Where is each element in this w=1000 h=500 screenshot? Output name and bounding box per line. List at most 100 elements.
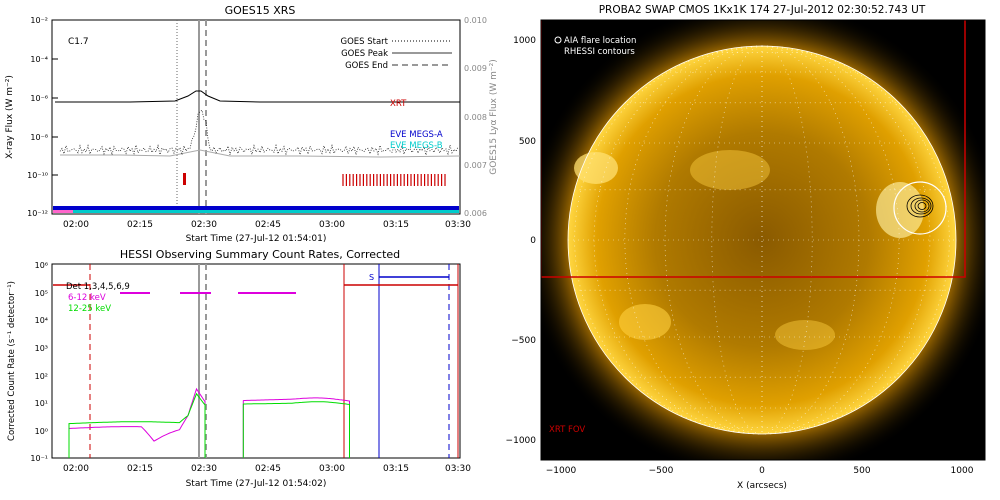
goes-xlabel: Start Time (27-Jul-12 01:54:01) xyxy=(186,234,327,244)
swap-yticks: 1000 500 0 −500 −1000 xyxy=(506,36,537,446)
hessi-s-label: S xyxy=(369,273,374,282)
swap-xticks: −1000 −500 0 500 1000 xyxy=(546,466,974,476)
swap-xtick: −500 xyxy=(649,466,674,476)
hessi-ytick: 10² xyxy=(35,372,48,381)
hessi-xticks: 02:00 02:15 02:30 02:45 03:00 03:15 03:3… xyxy=(63,464,471,474)
goes-y2ticks: 0.010 0.009 0.008 0.007 0.006 xyxy=(464,16,487,218)
hessi-ylabel: Corrected Count Rate (s⁻¹ detector⁻¹) xyxy=(7,281,17,441)
goes-xtick: 02:30 xyxy=(191,220,217,230)
goes-plot-frame xyxy=(51,19,461,215)
active-region xyxy=(690,150,770,190)
goes-xrt-series xyxy=(55,90,460,103)
hessi-ytick: 10⁵ xyxy=(35,289,48,298)
goes-xrt-label: XRT xyxy=(390,99,407,109)
hessi-legend: Det 1,3,4,5,6,9 6-12 keV 12-25 keV xyxy=(66,282,130,314)
hessi-xtick: 03:00 xyxy=(319,464,345,474)
goes-eve-b-band xyxy=(53,210,459,213)
goes-eve-a-band xyxy=(53,206,459,210)
swap-ytick: 500 xyxy=(519,137,536,147)
hessi-xtick: 03:15 xyxy=(383,464,409,474)
goes-ytick: 10⁻¹⁰ xyxy=(27,171,48,180)
rhessi-contours xyxy=(906,194,934,218)
longitude-line xyxy=(761,45,950,435)
swap-xtick: 1000 xyxy=(951,466,974,476)
solar-limb xyxy=(567,45,957,435)
swap-legend-aia: AIA flare location xyxy=(564,36,636,46)
hessi-ytick: 10⁰ xyxy=(35,427,48,436)
hessi-legend-det: Det 1,3,4,5,6,9 xyxy=(66,282,130,292)
hessi-ytick: 10³ xyxy=(35,344,48,353)
swap-ytick: −1000 xyxy=(506,436,537,446)
swap-legend-rhessi: RHESSI contours xyxy=(564,47,635,57)
hessi-xtick: 02:15 xyxy=(127,464,153,474)
swap-ytick: −500 xyxy=(511,336,536,346)
hessi-ytick: 10⁻¹ xyxy=(30,454,48,463)
active-region xyxy=(619,304,671,340)
active-region xyxy=(775,320,835,350)
goes-xtick: 03:30 xyxy=(445,220,471,230)
hessi-title: HESSI Observing Summary Count Rates, Cor… xyxy=(120,248,400,261)
aia-flare-circle xyxy=(893,181,947,235)
sun-disk xyxy=(568,46,956,434)
swap-xtick: 0 xyxy=(759,466,765,476)
goes-xtick: 02:00 xyxy=(63,220,89,230)
hessi-panel: HESSI Observing Summary Count Rates, Cor… xyxy=(7,248,471,489)
swap-frame xyxy=(540,19,986,461)
xrt-fov-box xyxy=(541,20,966,278)
goes-class-label: C1.7 xyxy=(68,37,89,47)
hessi-legend-high: 12-25 keV xyxy=(68,304,111,314)
goes-panel: GOES15 XRS 10⁻² 10⁻⁴ 10⁻⁶ 10⁻⁸ 10⁻¹⁰ 10⁻… xyxy=(5,4,499,244)
goes-xrs-short-series xyxy=(59,109,459,157)
goes-xtick: 02:45 xyxy=(255,220,281,230)
goes-legend: GOES Start GOES Peak GOES End xyxy=(340,37,452,71)
hessi-xtick: 02:30 xyxy=(191,464,217,474)
swap-xrt-fov-label: XRT FOV xyxy=(549,425,585,435)
goes-ytick: 10⁻¹² xyxy=(27,209,48,218)
goes-ylabel: X-ray Flux (W m⁻²) xyxy=(5,75,15,159)
goes-lya-series xyxy=(60,149,461,158)
goes-y2tick: 0.007 xyxy=(464,161,487,170)
active-region xyxy=(574,152,618,184)
swap-panel: PROBA2 SWAP CMOS 1Kx1K 174 27-Jul-2012 0… xyxy=(506,4,986,491)
hessi-low-energy-series xyxy=(68,387,350,458)
goes-ytick: 10⁻⁶ xyxy=(30,94,48,103)
goes-y2tick: 0.006 xyxy=(464,209,487,218)
goes-y2tick: 0.009 xyxy=(464,64,487,73)
swap-ytick: 0 xyxy=(530,236,536,246)
active-region xyxy=(876,182,924,238)
hessi-ytick: 10⁴ xyxy=(35,316,48,325)
swap-title: PROBA2 SWAP CMOS 1Kx1K 174 27-Jul-2012 0… xyxy=(599,4,926,16)
goes-y2tick: 0.010 xyxy=(464,16,487,25)
goes-eve-b-label: EVE MEGS-B xyxy=(390,141,443,151)
hessi-xtick: 02:00 xyxy=(63,464,89,474)
heliographic-grid xyxy=(568,45,956,435)
goes-y2tick: 0.008 xyxy=(464,113,487,122)
goes-yticks: 10⁻² 10⁻⁴ 10⁻⁶ 10⁻⁸ 10⁻¹⁰ 10⁻¹² xyxy=(27,16,48,218)
goes-legend-peak: GOES Peak xyxy=(341,49,388,59)
hessi-yticks: 10⁶ 10⁵ 10⁴ 10³ 10² 10¹ 10⁰ 10⁻¹ xyxy=(30,261,48,463)
goes-xtick: 02:15 xyxy=(127,220,153,230)
swap-xtick: −1000 xyxy=(546,466,577,476)
goes-pink-band xyxy=(53,210,73,213)
hessi-xtick: 02:45 xyxy=(255,464,281,474)
goes-y2label: GOES15 Lyα Flux (W m⁻²) xyxy=(489,59,499,175)
goes-legend-start: GOES Start xyxy=(340,37,388,47)
hessi-legend-low: 6-12 keV xyxy=(68,293,106,303)
hessi-ytick: 10¹ xyxy=(35,399,48,408)
goes-legend-end: GOES End xyxy=(345,61,388,71)
hessi-plot-frame xyxy=(51,263,461,459)
longitude-line xyxy=(574,45,763,435)
goes-xtick: 03:15 xyxy=(383,220,409,230)
swap-xlabel: X (arcsecs) xyxy=(737,481,787,491)
goes-eve-a-label: EVE MEGS-A xyxy=(390,130,443,140)
goes-red-mark xyxy=(183,173,186,185)
goes-xtick: 03:00 xyxy=(319,220,345,230)
hessi-xlabel: Start Time (27-Jul-12 01:54:02) xyxy=(186,479,327,489)
goes-ytick: 10⁻⁴ xyxy=(30,55,48,64)
hessi-xtick: 03:30 xyxy=(445,464,471,474)
goes-ytick-marks xyxy=(52,58,58,176)
hessi-high-energy-series xyxy=(68,392,350,458)
goes-xticks: 02:00 02:15 02:30 02:45 03:00 03:15 03:3… xyxy=(63,220,471,230)
hessi-ytick: 10⁶ xyxy=(35,261,48,270)
